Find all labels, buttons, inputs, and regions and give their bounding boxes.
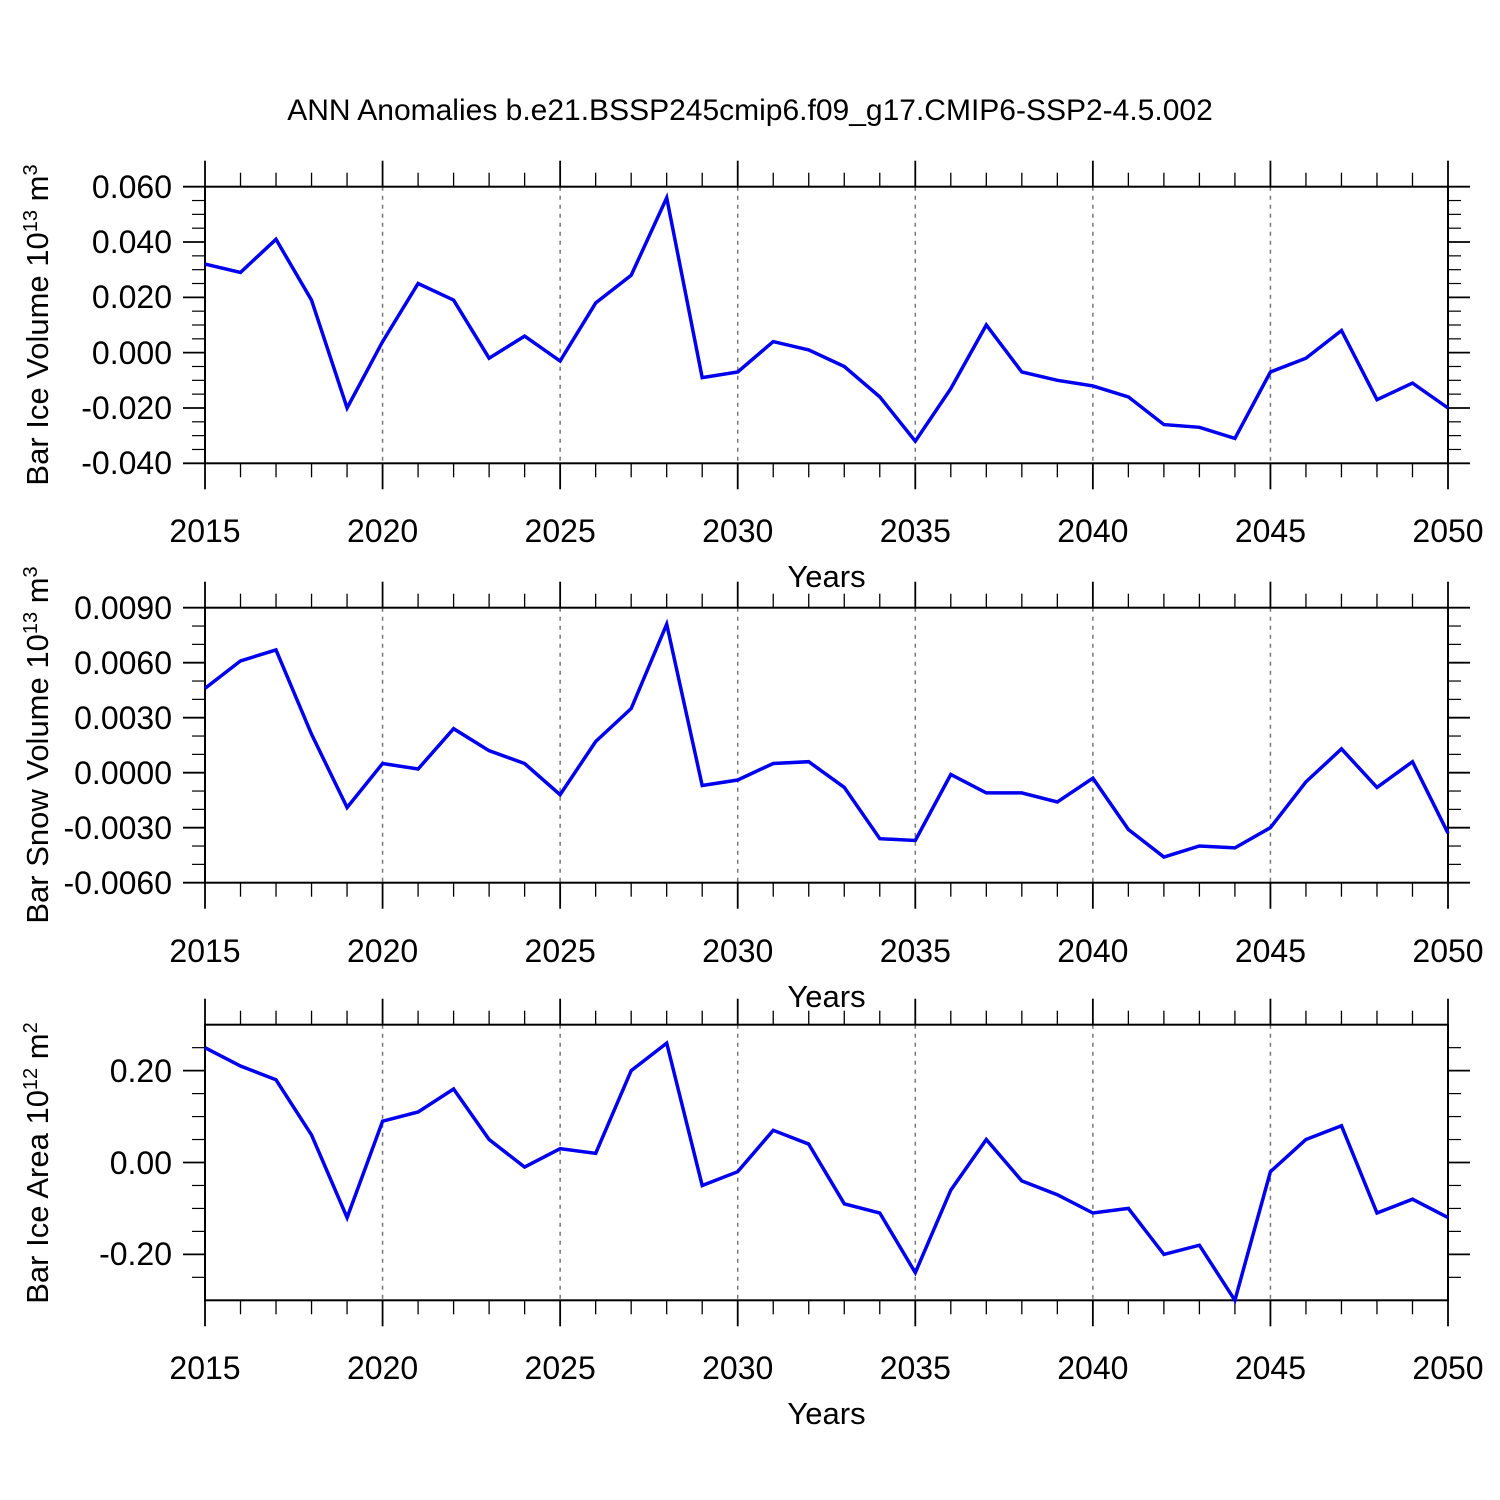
figure-title: ANN Anomalies b.e21.BSSP245cmip6.f09_g17…: [287, 94, 1213, 127]
y-tick-label: 0.0090: [74, 589, 172, 626]
x-tick-label: 2015: [169, 1350, 241, 1387]
y-axis-title-unit-exponent: 2: [19, 1021, 42, 1033]
data-line: [204, 1040, 1449, 1305]
x-tick-label: 2020: [346, 513, 419, 550]
y-tick-label: 0.020: [91, 279, 172, 316]
data-line: [204, 192, 1450, 445]
x-tick-label: 2030: [702, 1350, 774, 1387]
x-tick-label: 2030: [702, 513, 774, 550]
plot-frame: [204, 185, 1449, 465]
plot-frame: [204, 606, 1449, 884]
x-tick-label: 2015: [169, 932, 241, 969]
data-line: [203, 618, 1450, 859]
x-tick-label: 2025: [524, 1350, 596, 1387]
x-axis-title: Years: [787, 559, 866, 595]
y-tick-label: 0.20: [109, 1052, 172, 1089]
y-tick-label: 0.000: [91, 334, 172, 371]
y-tick-label: -0.040: [81, 445, 172, 482]
x-tick-label: 2040: [1057, 1350, 1129, 1387]
x-tick-label: 2035: [879, 1350, 951, 1387]
y-tick-label: -0.020: [81, 389, 172, 426]
x-tick-label: 2040: [1057, 932, 1129, 969]
y-tick-label: 0.040: [91, 224, 172, 261]
y-axis-title-ice-volume: Bar Ice Volume 1013 m3: [20, 164, 56, 485]
y-tick-label: -0.20: [99, 1236, 172, 1273]
x-tick-label: 2035: [879, 932, 951, 969]
x-tick-label: 2020: [346, 1350, 419, 1387]
x-axis-title: Years: [787, 978, 866, 1014]
y-axis-title-unit-exponent: 3: [19, 566, 42, 578]
x-axis-title: Years: [787, 1396, 866, 1432]
x-tick-label: 2045: [1234, 513, 1307, 550]
y-tick-label: 0.0000: [74, 754, 172, 791]
y-tick-label: 0.0060: [74, 644, 172, 681]
x-tick-label: 2020: [346, 932, 419, 969]
y-tick-label: 0.00: [109, 1144, 172, 1181]
panel-3: [183, 998, 1470, 1327]
y-tick-label: 0.0030: [74, 699, 172, 736]
x-tick-label: 2040: [1057, 513, 1129, 550]
x-tick-label: 2045: [1234, 1350, 1307, 1387]
panel-1: [183, 160, 1470, 490]
y-tick-label: -0.0060: [63, 864, 172, 901]
y-tick-label: 0.060: [91, 168, 172, 205]
x-tick-label: 2050: [1412, 1350, 1484, 1387]
x-tick-label: 2050: [1412, 513, 1484, 550]
x-tick-label: 2025: [524, 513, 596, 550]
y-tick-label: -0.0030: [63, 809, 172, 846]
panel-2: [183, 581, 1470, 909]
plot-frame: [204, 1023, 1449, 1302]
x-tick-label: 2050: [1412, 932, 1484, 969]
x-tick-label: 2045: [1234, 932, 1307, 969]
x-tick-label: 2030: [702, 932, 774, 969]
x-tick-label: 2025: [524, 932, 596, 969]
x-tick-label: 2035: [879, 513, 951, 550]
x-tick-label: 2015: [169, 513, 241, 550]
